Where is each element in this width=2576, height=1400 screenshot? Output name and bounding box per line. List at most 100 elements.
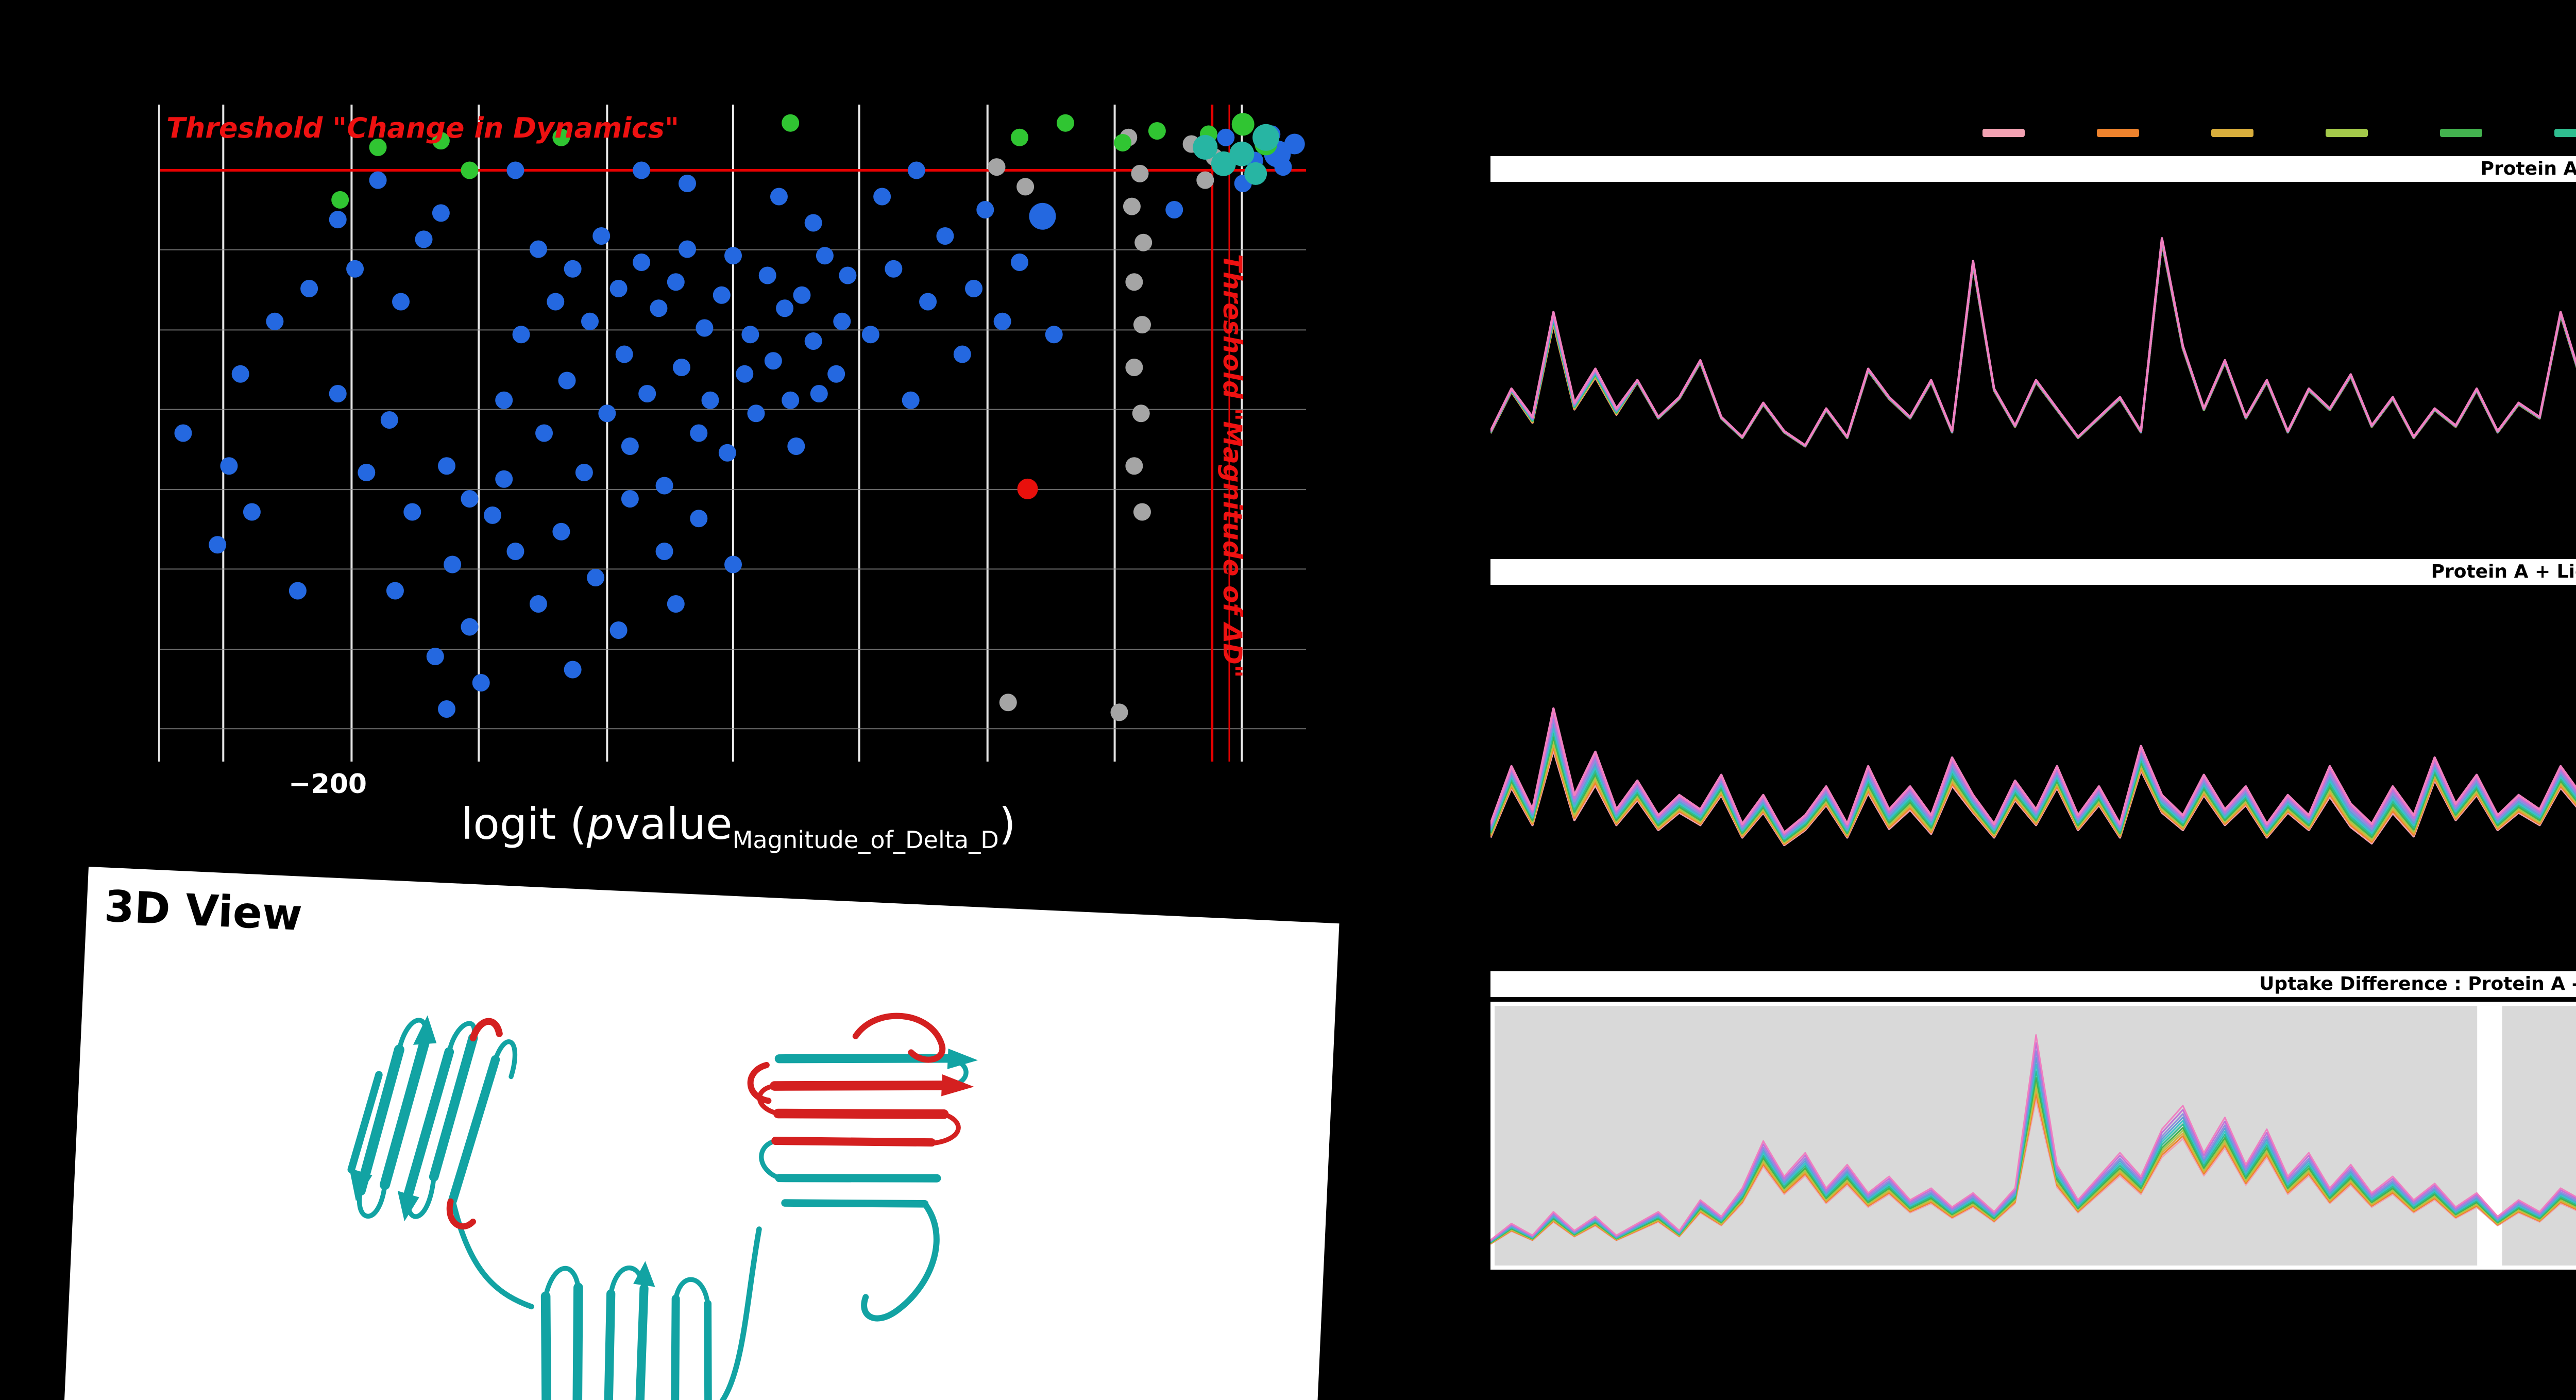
uptake-series-line[interactable]	[1490, 1057, 2576, 1242]
volcano-point-blue[interactable]	[776, 299, 794, 317]
volcano-point-blue[interactable]	[615, 345, 633, 363]
volcano-point-blue[interactable]	[1274, 158, 1292, 176]
volcano-point-blue[interactable]	[461, 490, 479, 508]
uptake-series-line[interactable]	[1490, 1050, 2576, 1242]
volcano-point-blue[interactable]	[1029, 203, 1056, 230]
volcano-point-blue[interactable]	[839, 266, 857, 284]
volcano-point-gray[interactable]	[1125, 359, 1143, 376]
uptake-series-line[interactable]	[1490, 1034, 2576, 1241]
uptake-series-line[interactable]	[1490, 651, 2576, 834]
volcano-point-gray[interactable]	[999, 694, 1017, 712]
volcano-point-blue[interactable]	[793, 286, 811, 304]
volcano-point-blue[interactable]	[936, 227, 954, 245]
volcano-point-blue[interactable]	[472, 674, 490, 691]
legend-dash[interactable]	[1982, 129, 2025, 137]
volcano-point-blue[interactable]	[392, 293, 410, 311]
volcano-point-blue[interactable]	[724, 555, 742, 574]
volcano-point-blue[interactable]	[564, 661, 582, 679]
volcano-point-blue[interactable]	[633, 254, 651, 271]
volcano-point-gray[interactable]	[1125, 273, 1143, 291]
volcano-point-blue[interactable]	[415, 230, 433, 248]
volcano-point-gray[interactable]	[1133, 503, 1151, 521]
volcano-point-blue[interactable]	[243, 503, 261, 521]
volcano-point-teal[interactable]	[1193, 134, 1218, 160]
volcano-point-blue[interactable]	[758, 266, 776, 284]
volcano-point-blue[interactable]	[833, 312, 851, 330]
uptake-series-line[interactable]	[1490, 241, 2576, 448]
volcano-point-green[interactable]	[1114, 133, 1132, 151]
volcano-point-blue[interactable]	[529, 240, 547, 258]
volcano-point-blue[interactable]	[993, 312, 1011, 330]
volcano-point-blue[interactable]	[380, 411, 398, 429]
volcano-point-blue[interactable]	[965, 280, 983, 297]
volcano-point-blue[interactable]	[444, 555, 462, 574]
volcano-point-blue[interactable]	[231, 365, 249, 383]
volcano-point-blue[interactable]	[564, 260, 582, 278]
volcano-point-blue[interactable]	[861, 326, 879, 344]
uptake-series-line[interactable]	[1490, 239, 2576, 447]
volcano-point-blue[interactable]	[736, 365, 754, 383]
uptake-series-line[interactable]	[1490, 1082, 2576, 1244]
volcano-point-blue[interactable]	[209, 536, 227, 554]
volcano-point-green[interactable]	[552, 128, 570, 146]
volcano-point-blue[interactable]	[432, 204, 450, 222]
uptake-series-line[interactable]	[1490, 1093, 2576, 1245]
volcano-point-blue[interactable]	[696, 319, 714, 337]
volcano-point-red[interactable]	[1017, 478, 1038, 499]
volcano-point-blue[interactable]	[638, 385, 656, 402]
volcano-point-blue[interactable]	[547, 293, 565, 311]
volcano-point-blue[interactable]	[650, 299, 668, 317]
volcano-point-blue[interactable]	[764, 352, 782, 370]
protein-structure-canvas[interactable]	[215, 960, 1093, 1400]
uptake-series-line[interactable]	[1490, 238, 2576, 447]
legend-dash[interactable]	[2554, 129, 2576, 137]
volcano-point-blue[interactable]	[329, 385, 347, 402]
volcano-point-blue[interactable]	[827, 365, 845, 383]
volcano-point-blue[interactable]	[976, 201, 994, 218]
uptake-series-line[interactable]	[1490, 1064, 2576, 1243]
volcano-point-blue[interactable]	[907, 161, 925, 179]
volcano-point-blue[interactable]	[174, 424, 192, 442]
volcano-point-blue[interactable]	[902, 391, 920, 409]
volcano-point-gray[interactable]	[988, 158, 1006, 176]
volcano-point-blue[interactable]	[220, 457, 238, 475]
legend-dash[interactable]	[2211, 129, 2253, 137]
volcano-point-blue[interactable]	[369, 171, 387, 189]
legend-dash[interactable]	[2440, 129, 2482, 137]
legend-dash[interactable]	[2326, 129, 2368, 137]
volcano-point-blue[interactable]	[535, 424, 553, 442]
volcano-point-blue[interactable]	[403, 503, 421, 521]
uptake-series-line[interactable]	[1490, 1042, 2576, 1241]
volcano-point-blue[interactable]	[506, 543, 524, 560]
volcano-point-green[interactable]	[369, 138, 387, 156]
volcano-point-blue[interactable]	[266, 312, 284, 330]
volcano-point-blue[interactable]	[609, 621, 628, 639]
volcano-point-gray[interactable]	[1133, 316, 1151, 334]
volcano-point-blue[interactable]	[426, 648, 444, 665]
volcano-point-blue[interactable]	[358, 464, 376, 481]
volcano-point-blue[interactable]	[609, 280, 628, 297]
volcano-point-gray[interactable]	[1016, 178, 1035, 196]
volcano-point-blue[interactable]	[718, 444, 736, 462]
volcano-point-blue[interactable]	[512, 326, 530, 344]
uptake-series-line[interactable]	[1490, 1077, 2576, 1244]
volcano-point-blue[interactable]	[575, 464, 593, 481]
volcano-point-blue[interactable]	[621, 490, 639, 508]
volcano-point-blue[interactable]	[873, 188, 891, 206]
volcano-point-blue[interactable]	[346, 260, 364, 278]
uptake-series-line[interactable]	[1490, 238, 2576, 447]
volcano-point-blue[interactable]	[724, 247, 742, 265]
uptake-series-line[interactable]	[1490, 239, 2576, 447]
volcano-point-blue[interactable]	[438, 457, 455, 475]
volcano-point-blue[interactable]	[495, 391, 513, 409]
volcano-point-blue[interactable]	[300, 280, 318, 297]
uptake-series-line[interactable]	[1490, 240, 2576, 447]
volcano-point-gray[interactable]	[1125, 457, 1143, 475]
volcano-point-blue[interactable]	[747, 404, 765, 423]
volcano-point-blue[interactable]	[633, 161, 651, 179]
volcano-point-blue[interactable]	[787, 437, 805, 455]
volcano-point-blue[interactable]	[690, 510, 708, 528]
uptake-chart-protein-a[interactable]	[1490, 187, 2576, 541]
volcano-point-blue[interactable]	[810, 385, 828, 402]
volcano-point-blue[interactable]	[461, 618, 479, 636]
